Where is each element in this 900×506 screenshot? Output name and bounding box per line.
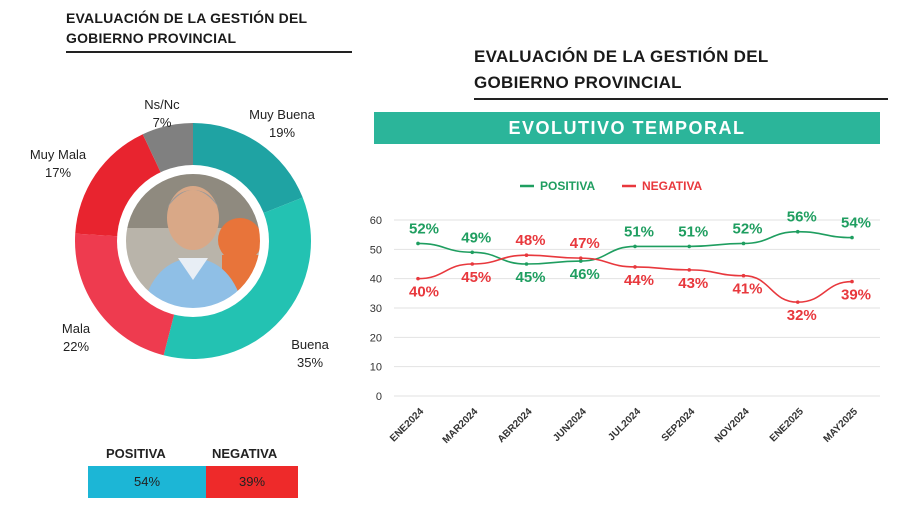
right-chart-title: EVALUACIÓN DE LA GESTIÓN DEL GOBIERNO PR…: [474, 47, 769, 92]
y-tick-label: 30: [370, 303, 382, 315]
series-negativa-data-label: 40%: [409, 284, 439, 301]
slice-muy-buena: [193, 123, 303, 215]
series-negativa-data-label: 39%: [841, 287, 871, 304]
series-negativa-point: [687, 268, 692, 272]
y-tick-label: 60: [370, 215, 382, 227]
value-nsnc: 7%: [152, 115, 172, 130]
x-tick-label: ENE2024: [388, 406, 426, 444]
series-positiva-data-label: 52%: [732, 220, 762, 237]
series-positiva-data-label: 52%: [409, 220, 439, 237]
series-negativa-point: [524, 253, 529, 257]
line-chart: POSITIVA NEGATIVA 0 10 20 30 40 50 60 ENE2024 M…: [370, 179, 880, 446]
y-tick-label: 50: [370, 244, 382, 256]
left-chart-title: EVALUACIÓN DE LA GESTIÓN DEL GOBIERNO PR…: [66, 10, 308, 46]
x-tick-label: MAY2025: [822, 406, 861, 445]
y-tick-label: 0: [376, 391, 382, 403]
left-title-divider: [66, 51, 352, 53]
series-negativa-data-label: 43%: [678, 275, 708, 292]
series-negativa-data-label: 45%: [461, 269, 491, 286]
series-negativa-point: [578, 256, 583, 260]
series-positiva-data-label: 49%: [461, 229, 491, 246]
chart-legend: POSITIVA NEGATIVA: [520, 179, 703, 193]
series-negativa-point: [741, 273, 746, 278]
label-mala: Mala: [61, 321, 91, 336]
y-tick-label: 10: [370, 362, 382, 374]
y-tick-label: 40: [370, 274, 382, 286]
label-nsnc: Ns/Nc: [144, 97, 180, 112]
value-muy-mala: 17%: [44, 165, 72, 180]
series-positiva-point: [416, 241, 420, 246]
series-negativa-point: [795, 300, 800, 304]
series-positiva-point: [524, 262, 529, 266]
series-negativa-data-label: 48%: [515, 232, 545, 249]
series-positiva-point: [687, 244, 692, 249]
label-muy-mala: Muy Mala: [29, 147, 87, 162]
donut-slices: [75, 123, 311, 359]
series-positiva-data-label: 54%: [841, 215, 871, 232]
value-muy-buena: 19%: [268, 125, 296, 140]
legend-positiva: POSITIVA: [540, 179, 595, 193]
series-negativa-data-label: 44%: [624, 272, 654, 289]
series-positiva-data-label: 45%: [515, 269, 545, 286]
series-positiva-point: [741, 241, 746, 246]
slice-nsnc: [142, 123, 193, 176]
series-positiva-point: [578, 259, 583, 263]
series-negativa-point: [850, 279, 854, 284]
x-tick-label: NOV2024: [713, 406, 752, 445]
series-negativa-data-label: 41%: [732, 281, 762, 298]
series-positiva-point: [633, 244, 637, 249]
summary-positiva-label: POSITIVA: [106, 446, 166, 461]
series-positiva-data-label: 51%: [624, 223, 654, 240]
series-positiva-point: [470, 250, 475, 255]
series-positiva-point: [795, 229, 800, 234]
value-buena: 35%: [296, 355, 324, 370]
x-tick-label: SEP2024: [660, 406, 698, 444]
x-tick-label: MAR2024: [441, 406, 481, 446]
x-tick-label: JUL2024: [606, 406, 643, 443]
summary-positiva-value: 54%: [88, 466, 206, 498]
x-axis-ticks: ENE2024 MAR2024 ABR2024 JUN2024 JUL2024 SEP20…: [388, 406, 860, 446]
summary-bar: POSITIVA NEGATIVA 54% 39%: [88, 446, 300, 500]
chart-series: 52% 49% 45% 46% 51% 51% 52% 56% 54% 40% 45% 48% 47% 4…: [409, 209, 871, 324]
donut-chart: [75, 123, 311, 359]
label-buena: Buena: [291, 337, 329, 352]
series-negativa-data-label: 32%: [787, 307, 817, 324]
right-title-divider: [474, 98, 888, 100]
series-positiva-data-label: 56%: [787, 209, 817, 226]
label-muy-buena: Muy Buena: [249, 107, 315, 122]
series-negativa-point: [416, 276, 420, 281]
series-negativa-point: [470, 262, 475, 266]
summary-negativa-value: 39%: [206, 466, 298, 498]
chart-grid: [394, 219, 880, 397]
y-axis-ticks: 0 10 20 30 40 50 60: [370, 215, 382, 403]
series-negativa-point: [633, 265, 637, 269]
value-mala: 22%: [62, 339, 90, 354]
series-negativa-data-label: 47%: [570, 235, 600, 252]
slice-buena: [163, 197, 311, 359]
x-tick-label: ENE2025: [768, 406, 806, 444]
series-positiva-point: [850, 235, 854, 240]
y-tick-label: 20: [370, 332, 382, 344]
evolutivo-banner: EVOLUTIVO TEMPORAL: [374, 112, 880, 144]
series-positiva-data-label: 51%: [678, 223, 708, 240]
x-tick-label: ABR2024: [496, 406, 535, 445]
slice-muy-mala: [75, 134, 163, 237]
legend-negativa: NEGATIVA: [642, 179, 703, 193]
summary-negativa-label: NEGATIVA: [212, 446, 278, 461]
x-tick-label: JUN2024: [551, 406, 589, 444]
slice-mala: [75, 233, 176, 356]
series-positiva-data-label: 46%: [570, 266, 600, 283]
